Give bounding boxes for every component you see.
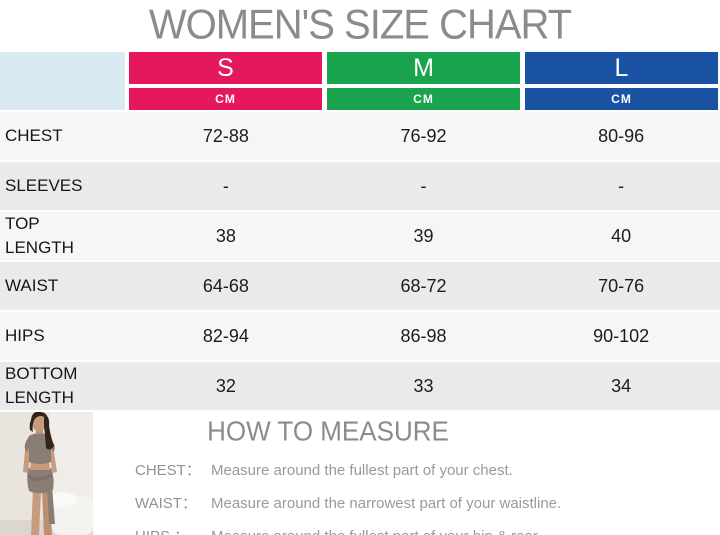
- row-label: TOP LENGTH: [5, 214, 74, 257]
- table-row-chest: CHEST 72-88 76-92 80-96: [0, 112, 720, 162]
- cell-sleeves-s: -: [222, 175, 229, 196]
- row-label: WAIST: [5, 276, 59, 295]
- measure-line-waist: WAIST： Measure around the narrowest part …: [135, 492, 720, 513]
- measure-text: Measure around the fullest part of your …: [211, 462, 513, 479]
- cell-chest-s: 72-88: [202, 125, 249, 146]
- cell-sleeves-l: -: [618, 175, 625, 196]
- size-column-m: M CM: [327, 52, 520, 110]
- row-label: SLEEVES: [5, 176, 83, 195]
- how-to-measure-content: HOW TO MEASURE CHEST： Measure around the …: [93, 412, 720, 535]
- unit-header-s: CM: [129, 88, 322, 110]
- cell-waist-l: 70-76: [598, 275, 645, 296]
- how-to-measure-section: HOW TO MEASURE CHEST： Measure around the …: [0, 412, 720, 535]
- size-table-body: CHEST 72-88 76-92 80-96 SLEEVES - - - TO…: [0, 112, 720, 412]
- cell-hips-l: 90-102: [593, 325, 650, 346]
- row-label: CHEST: [5, 126, 63, 145]
- cell-waist-m: 68-72: [400, 275, 447, 296]
- measure-text: Measure around the fullest part of your …: [211, 528, 541, 535]
- measure-text: Measure around the narrowest part of you…: [211, 495, 562, 512]
- cell-toplength-m: 39: [413, 225, 434, 246]
- cell-chest-m: 76-92: [400, 125, 447, 146]
- corner-cell: [0, 52, 125, 110]
- cell-waist-s: 64-68: [202, 275, 249, 296]
- size-column-l: L CM: [525, 52, 718, 110]
- page-title: WOMEN'S SIZE CHART: [148, 2, 572, 48]
- size-header-m: M: [327, 52, 520, 84]
- cell-bottomlength-s: 32: [215, 375, 236, 396]
- unit-header-l: CM: [525, 88, 718, 110]
- cell-toplength-s: 38: [215, 225, 236, 246]
- table-row-top-length: TOP LENGTH 38 39 40: [0, 212, 720, 262]
- table-row-waist: WAIST 64-68 68-72 70-76: [0, 262, 720, 312]
- row-label: BOTTOM LENGTH: [5, 364, 78, 407]
- table-row-sleeves: SLEEVES - - -: [0, 162, 720, 212]
- measure-label: WAIST：: [135, 495, 197, 512]
- table-row-bottom-length: BOTTOM LENGTH 32 33 34: [0, 362, 720, 412]
- size-header-s: S: [129, 52, 322, 84]
- size-table-header: S CM M CM L CM: [0, 52, 720, 110]
- measure-line-hips: HIPS ：Measure around the fullest part of…: [135, 525, 720, 535]
- measure-label: HIPS ：: [135, 525, 211, 535]
- table-row-hips: HIPS 82-94 86-98 90-102: [0, 312, 720, 362]
- size-column-s: S CM: [129, 52, 322, 110]
- how-to-measure-heading: HOW TO MEASURE: [207, 415, 449, 447]
- cell-hips-s: 82-94: [202, 325, 249, 346]
- cell-toplength-l: 40: [611, 225, 632, 246]
- size-header-l: L: [525, 52, 718, 84]
- cell-bottomlength-m: 33: [413, 375, 434, 396]
- measure-label: CHEST：: [135, 462, 201, 479]
- unit-header-m: CM: [327, 88, 520, 110]
- cell-hips-m: 86-98: [400, 325, 447, 346]
- cell-chest-l: 80-96: [598, 125, 645, 146]
- cell-bottomlength-l: 34: [611, 375, 632, 396]
- row-label: HIPS: [5, 326, 45, 345]
- cell-sleeves-m: -: [420, 175, 427, 196]
- measure-line-chest: CHEST： Measure around the fullest part of…: [135, 459, 720, 480]
- model-photo: [0, 412, 93, 535]
